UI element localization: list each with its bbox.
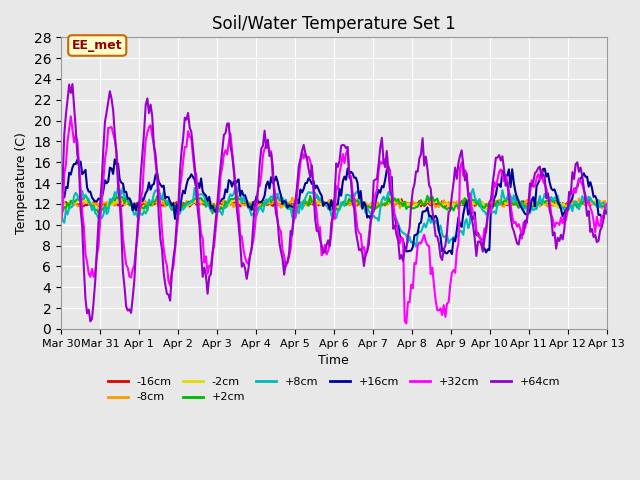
-16cm bbox=[397, 196, 405, 202]
+8cm bbox=[513, 193, 521, 199]
-2cm bbox=[223, 200, 231, 205]
+8cm bbox=[64, 212, 72, 217]
Line: -2cm: -2cm bbox=[61, 196, 607, 210]
-16cm bbox=[484, 205, 492, 211]
-8cm bbox=[603, 204, 611, 210]
+2cm bbox=[209, 211, 216, 216]
-16cm bbox=[57, 201, 65, 206]
+8cm bbox=[178, 205, 186, 211]
+32cm bbox=[513, 224, 521, 229]
+8cm bbox=[603, 206, 611, 212]
+16cm bbox=[513, 195, 521, 201]
+8cm bbox=[57, 211, 65, 216]
Line: -16cm: -16cm bbox=[61, 199, 607, 208]
+8cm bbox=[365, 208, 372, 214]
+8cm bbox=[507, 193, 515, 199]
+64cm bbox=[367, 222, 374, 228]
Line: +16cm: +16cm bbox=[61, 159, 607, 254]
-2cm bbox=[64, 205, 72, 211]
+2cm bbox=[367, 205, 374, 211]
-2cm bbox=[193, 193, 200, 199]
-16cm bbox=[220, 203, 228, 209]
+32cm bbox=[67, 113, 75, 119]
Legend: -16cm, -8cm, -2cm, +2cm, +8cm, +16cm, +32cm, +64cm: -16cm, -8cm, -2cm, +2cm, +8cm, +16cm, +3… bbox=[103, 372, 564, 407]
+16cm bbox=[448, 251, 456, 257]
+32cm bbox=[64, 139, 72, 144]
-8cm bbox=[505, 201, 513, 206]
+2cm bbox=[64, 200, 72, 206]
-2cm bbox=[603, 202, 611, 208]
-2cm bbox=[137, 207, 145, 213]
+16cm bbox=[111, 156, 118, 162]
+8cm bbox=[235, 183, 243, 189]
+64cm bbox=[603, 211, 611, 216]
+2cm bbox=[603, 202, 611, 208]
Y-axis label: Temperature (C): Temperature (C) bbox=[15, 132, 28, 234]
+64cm bbox=[64, 96, 72, 102]
Line: +2cm: +2cm bbox=[61, 194, 607, 214]
-2cm bbox=[179, 205, 187, 211]
-16cm bbox=[178, 204, 186, 210]
-8cm bbox=[562, 205, 570, 211]
Title: Soil/Water Temperature Set 1: Soil/Water Temperature Set 1 bbox=[212, 15, 456, 33]
+32cm bbox=[221, 147, 229, 153]
-16cm bbox=[64, 202, 72, 207]
-8cm bbox=[289, 195, 296, 201]
Line: +64cm: +64cm bbox=[61, 84, 607, 321]
Line: -8cm: -8cm bbox=[61, 198, 607, 208]
+32cm bbox=[365, 233, 372, 239]
+2cm bbox=[221, 198, 229, 204]
-2cm bbox=[507, 199, 515, 204]
+16cm bbox=[57, 197, 65, 203]
+64cm bbox=[86, 318, 94, 324]
+32cm bbox=[603, 202, 611, 207]
+2cm bbox=[57, 205, 65, 211]
-16cm bbox=[507, 201, 515, 206]
+64cm bbox=[507, 213, 515, 219]
+32cm bbox=[403, 321, 410, 326]
X-axis label: Time: Time bbox=[319, 354, 349, 367]
-16cm bbox=[513, 201, 521, 207]
Text: EE_met: EE_met bbox=[72, 39, 123, 52]
+8cm bbox=[220, 204, 228, 210]
+64cm bbox=[68, 81, 76, 87]
+2cm bbox=[178, 206, 186, 212]
-8cm bbox=[365, 204, 372, 210]
-2cm bbox=[57, 206, 65, 212]
+2cm bbox=[513, 202, 521, 208]
+2cm bbox=[507, 199, 515, 205]
-2cm bbox=[367, 202, 374, 207]
+64cm bbox=[513, 240, 521, 246]
+2cm bbox=[233, 192, 241, 197]
+32cm bbox=[507, 201, 515, 207]
-16cm bbox=[603, 201, 611, 207]
-2cm bbox=[513, 203, 521, 208]
+32cm bbox=[179, 158, 187, 164]
-8cm bbox=[64, 202, 72, 208]
+8cm bbox=[412, 244, 420, 250]
-8cm bbox=[220, 197, 228, 203]
+32cm bbox=[57, 219, 65, 225]
+16cm bbox=[179, 188, 187, 193]
Line: +32cm: +32cm bbox=[61, 116, 607, 324]
+16cm bbox=[603, 210, 611, 216]
+64cm bbox=[181, 115, 189, 120]
+64cm bbox=[57, 197, 65, 203]
+16cm bbox=[507, 184, 515, 190]
-8cm bbox=[178, 199, 186, 205]
+16cm bbox=[64, 185, 72, 191]
+16cm bbox=[221, 187, 229, 192]
Line: +8cm: +8cm bbox=[61, 186, 607, 247]
-8cm bbox=[511, 200, 519, 206]
+16cm bbox=[365, 213, 372, 219]
+64cm bbox=[223, 121, 231, 127]
-16cm bbox=[364, 202, 371, 208]
-8cm bbox=[57, 202, 65, 208]
